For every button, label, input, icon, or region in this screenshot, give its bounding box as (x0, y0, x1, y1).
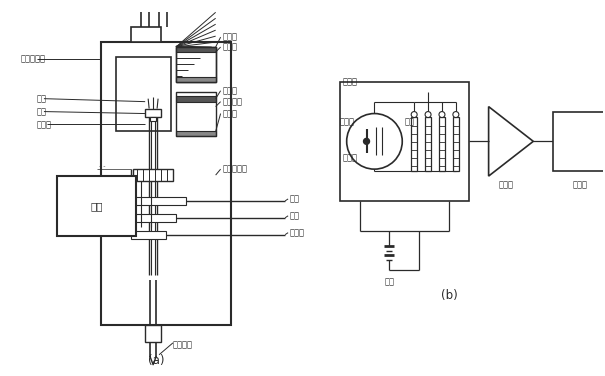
Text: (b): (b) (440, 289, 457, 302)
Text: 绝缘子: 绝缘子 (37, 120, 52, 129)
Bar (340, 82, 469, 201)
Text: (a): (a) (148, 354, 165, 367)
Circle shape (453, 112, 459, 118)
Text: 空气: 空气 (290, 194, 300, 203)
Bar (453, 117, 459, 171)
Bar (176, 47, 215, 82)
Bar (116, 57, 171, 132)
Text: 收集极: 收集极 (342, 77, 358, 86)
Bar (176, 132, 215, 136)
Bar (176, 77, 215, 82)
Text: 检测器筒体: 检测器筒体 (20, 55, 45, 64)
Bar (176, 92, 215, 136)
Bar (133, 169, 173, 181)
Text: 毛细管柱: 毛细管柱 (173, 340, 193, 349)
Text: 离子室: 离子室 (340, 117, 355, 126)
Bar (145, 109, 161, 117)
Bar (150, 117, 156, 121)
Bar (176, 47, 215, 82)
Text: 火焰: 火焰 (37, 94, 47, 103)
Bar (425, 117, 431, 171)
Bar (131, 197, 186, 205)
Text: 离阻: 离阻 (404, 117, 414, 126)
Circle shape (411, 112, 417, 118)
Text: 喷嘴: 喷嘴 (37, 107, 47, 116)
Bar (57, 176, 136, 236)
Circle shape (347, 114, 402, 169)
Bar (411, 117, 417, 171)
Bar (176, 92, 215, 136)
Text: 尾吹气: 尾吹气 (290, 228, 305, 237)
Text: 底座: 底座 (90, 201, 103, 211)
Bar (176, 96, 215, 102)
Bar (553, 112, 605, 171)
Circle shape (439, 112, 445, 118)
Text: 发射极: 发射极 (342, 154, 358, 163)
Text: - -: - - (99, 164, 105, 169)
Text: 及点火器: 及点火器 (223, 97, 243, 106)
Bar (131, 231, 166, 239)
Circle shape (425, 112, 431, 118)
Bar (102, 42, 231, 325)
Bar (131, 27, 161, 42)
Bar (176, 47, 215, 82)
Bar (131, 214, 176, 222)
Text: 电源: 电源 (384, 277, 394, 287)
Text: 绝缘子: 绝缘子 (223, 33, 238, 42)
Bar (145, 325, 161, 342)
Bar (176, 47, 215, 52)
Text: 空气扩散器: 空气扩散器 (223, 165, 247, 174)
Circle shape (364, 138, 370, 144)
Text: 绝缘子: 绝缘子 (223, 109, 238, 118)
Text: 极化极: 极化极 (223, 86, 238, 95)
Text: 记录器: 记录器 (572, 180, 587, 189)
Text: 放大器: 放大器 (499, 180, 514, 189)
Bar (439, 117, 445, 171)
Text: 氢气: 氢气 (290, 211, 300, 220)
Text: 收集极: 收集极 (223, 42, 238, 52)
